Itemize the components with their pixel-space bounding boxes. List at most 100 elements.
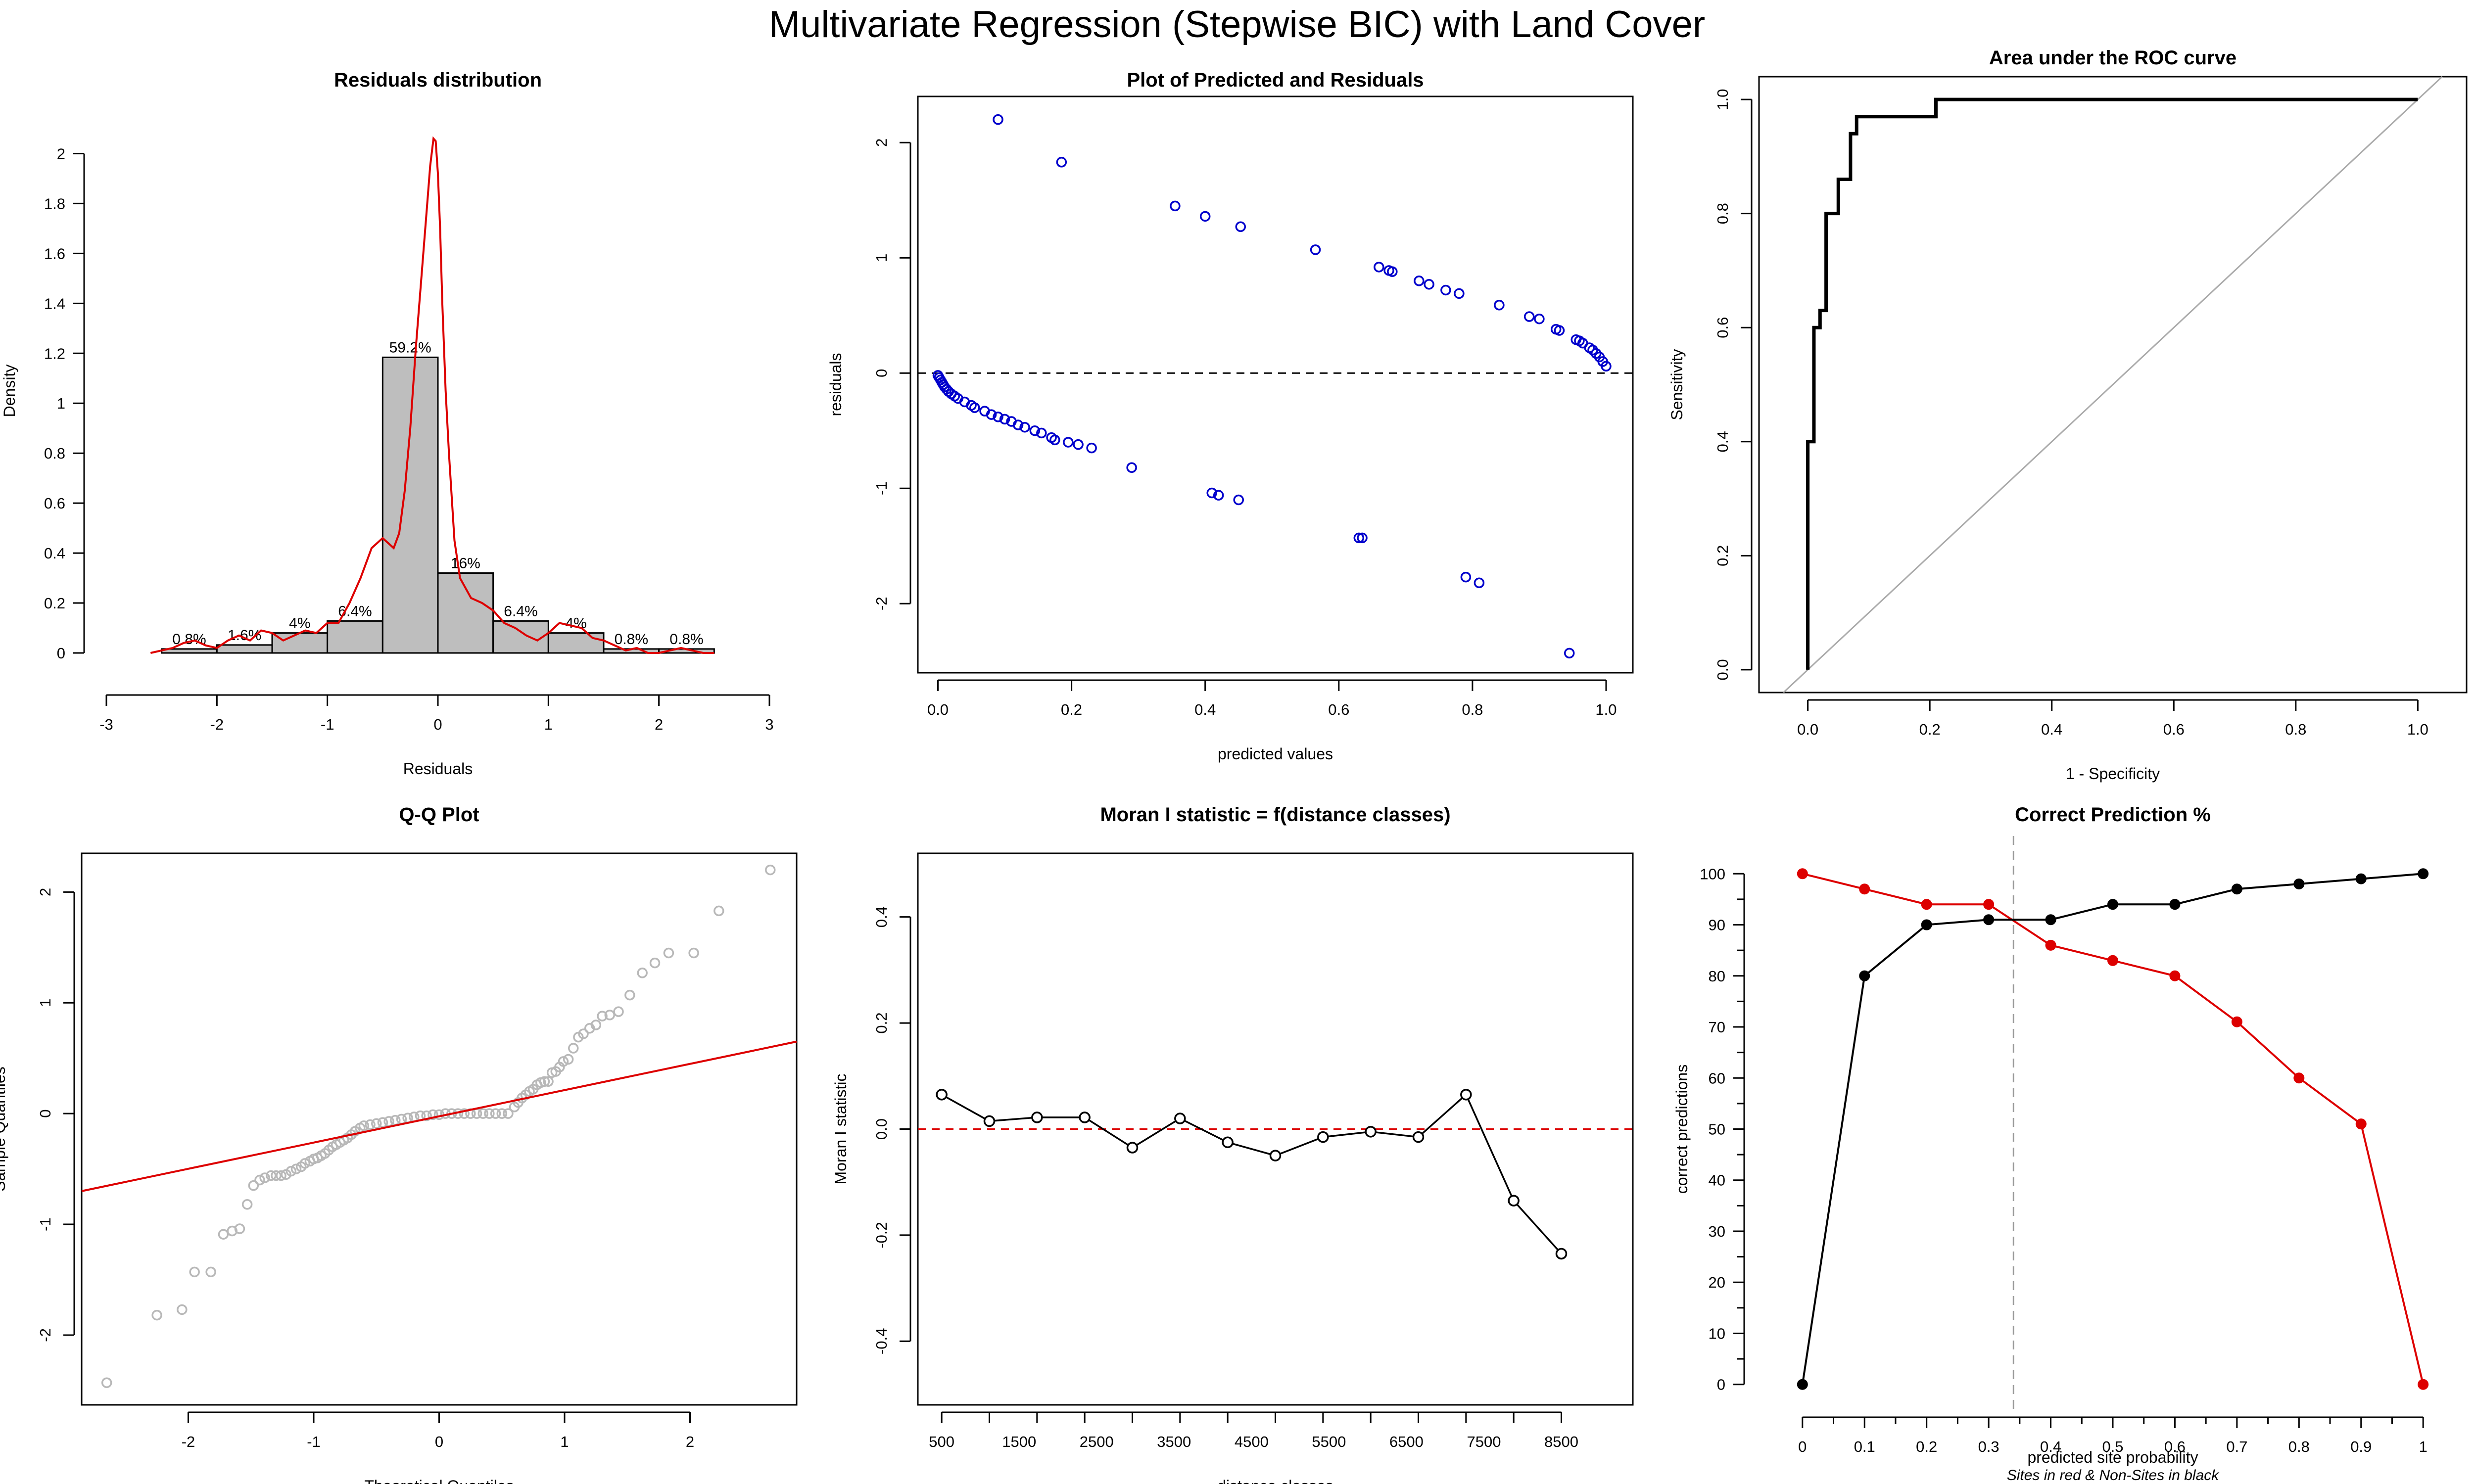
hist-chart: Residuals distribution -3 -2 -1 0 1 2 3 0 0.2 0.4 0… xyxy=(0,69,774,778)
qq-point xyxy=(568,1043,579,1054)
resid-x-tick-label: 1.0 xyxy=(1595,701,1617,718)
resid-point xyxy=(1063,437,1074,448)
resid-point xyxy=(1126,462,1137,473)
resid-chart: Plot of Predicted and Residuals 0.0 0.2 0.4… xyxy=(827,69,1634,763)
hist-y-tick-label: 1.8 xyxy=(44,195,65,212)
qq-plot-box xyxy=(81,852,798,1406)
qq-y-tick-label: 0 xyxy=(37,1110,54,1118)
qq-point xyxy=(459,1108,470,1119)
resid-point xyxy=(1601,361,1612,371)
resid-point xyxy=(1414,276,1425,286)
qq-point xyxy=(597,1011,608,1021)
correct-x-tick-label: 0.4 xyxy=(2040,1438,2061,1455)
moran-point xyxy=(1126,1142,1139,1154)
moran-point xyxy=(1555,1248,1568,1260)
resid-point xyxy=(1206,487,1217,499)
resid-point xyxy=(1494,299,1505,311)
resid-point xyxy=(999,414,1010,425)
hist-bar xyxy=(271,632,329,654)
resid-point xyxy=(1523,311,1535,322)
hist-y-tick-label: 0 xyxy=(57,645,65,662)
qq-point xyxy=(276,1170,286,1181)
resid-point xyxy=(1036,427,1047,439)
resid-x-tick-label: 0.2 xyxy=(1061,701,1082,718)
qq-point xyxy=(539,1076,550,1087)
correct-series-point xyxy=(2169,899,2181,910)
qq-point xyxy=(590,1020,602,1030)
qq-point xyxy=(241,1199,253,1210)
resid-point xyxy=(1086,442,1097,454)
roc-x-tick-label: 0.0 xyxy=(1797,721,1818,738)
hist-bar-label: 0.8% xyxy=(669,631,703,648)
qq-point xyxy=(205,1266,216,1278)
resid-point xyxy=(1235,221,1246,232)
correct-series-point xyxy=(2107,899,2118,910)
correct-x-tick-label: 0.6 xyxy=(2164,1438,2186,1455)
correct-series-point xyxy=(1797,1379,1808,1390)
resid-point xyxy=(993,114,1003,125)
correct-series-point xyxy=(2355,873,2367,884)
qq-point xyxy=(503,1108,514,1119)
moran-x-tick-label: 5500 xyxy=(1312,1433,1346,1450)
moran-y-tick-label: 0.4 xyxy=(873,906,890,928)
correct-series-point xyxy=(2293,878,2305,889)
resid-point xyxy=(1233,494,1244,506)
correct-x-tick-label: 0.5 xyxy=(2102,1438,2123,1455)
correct-y-tick-label: 60 xyxy=(1709,1069,1725,1087)
correct-y-tick-label: 50 xyxy=(1709,1121,1725,1138)
hist-x-tick-label: 1 xyxy=(544,716,553,733)
resid-point xyxy=(1534,313,1545,325)
correct-x-label: predicted site probability xyxy=(2027,1448,2198,1466)
correct-y-tick-label: 70 xyxy=(1709,1019,1725,1036)
correct-x-tick-label: 1 xyxy=(2419,1438,2427,1455)
moran-x-tick-label: 7500 xyxy=(1467,1433,1501,1450)
qq-x-tick-label: -1 xyxy=(307,1433,321,1450)
correct-y-tick-label: 30 xyxy=(1709,1223,1725,1240)
moran-point xyxy=(1079,1112,1091,1123)
moran-y-label: Moran I statistic xyxy=(832,1073,850,1184)
qq-y-tick-label: 2 xyxy=(37,888,54,896)
correct-series-point xyxy=(2169,970,2181,981)
resid-y-tick-label: -1 xyxy=(873,481,890,495)
correct-x-tick-label: 0 xyxy=(1798,1438,1807,1455)
correct-subtitle: Sites in red & Non-Sites in black xyxy=(2007,1467,2220,1484)
qq-point xyxy=(490,1108,501,1119)
moran-y-tick-label: -0.2 xyxy=(873,1222,890,1248)
qq-point xyxy=(234,1223,245,1234)
qq-point xyxy=(558,1056,569,1067)
hist-y-tick-label: 0.8 xyxy=(44,445,65,462)
qq-point xyxy=(765,864,776,876)
correct-series-point xyxy=(1983,899,1995,910)
hist-y-label: Density xyxy=(0,365,18,417)
resid-point xyxy=(1199,211,1211,222)
qq-point xyxy=(259,1172,270,1183)
moran-y-tick-label: -0.4 xyxy=(873,1328,890,1354)
hist-x-tick-label: -2 xyxy=(210,716,224,733)
correct-y-tick-label: 0 xyxy=(1717,1376,1725,1393)
correct-x-tick-label: 0.9 xyxy=(2350,1438,2372,1455)
qq-x-tick-label: -2 xyxy=(182,1433,195,1450)
qq-point xyxy=(637,968,648,978)
hist-x-tick-label: 0 xyxy=(433,716,442,733)
qq-y-tick-label: -1 xyxy=(37,1217,54,1231)
correct-y-tick-label: 20 xyxy=(1709,1274,1725,1291)
qq-x-label: Theoretical Quantiles xyxy=(364,1477,514,1484)
qq-x-tick-label: 2 xyxy=(686,1433,694,1450)
correct-series-line xyxy=(1801,873,2424,1385)
resid-y-tick-label: 1 xyxy=(873,254,890,262)
correct-series-point xyxy=(2418,1379,2429,1390)
resid-point xyxy=(1029,425,1041,436)
correct-series-point xyxy=(2107,955,2118,966)
correct-series-point xyxy=(2355,1118,2367,1130)
correct-x-tick-label: 0.7 xyxy=(2226,1438,2247,1455)
correct-series-point xyxy=(2231,883,2242,895)
moran-title: Moran I statistic = f(distance classes) xyxy=(1100,804,1450,826)
correct-series-point xyxy=(2045,939,2056,951)
resid-point xyxy=(1554,325,1565,336)
resid-plot-box xyxy=(917,95,1634,674)
resid-point xyxy=(1012,419,1024,430)
moran-point xyxy=(1031,1112,1043,1123)
hist-bar-label: 4% xyxy=(289,615,310,632)
resid-point xyxy=(1460,571,1472,583)
hist-density-curve xyxy=(150,136,714,654)
